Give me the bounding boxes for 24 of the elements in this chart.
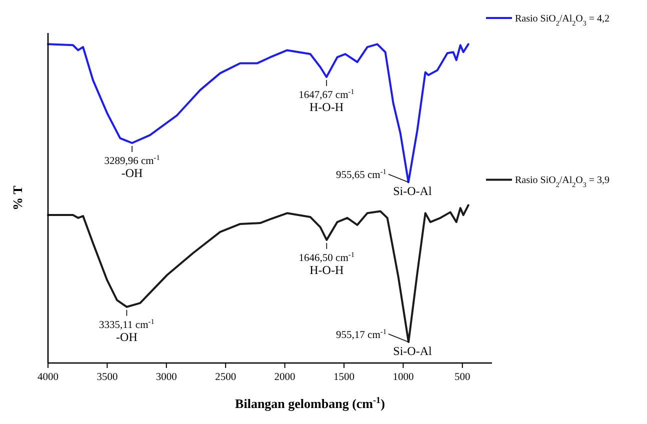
annotation: 1646,50 cm$^{-1}$ (298, 249, 355, 264)
annotation: 955,17 cm$^{-1}$ (336, 326, 387, 341)
annotation: 3335,11 cm$^{-1}$ (99, 316, 155, 331)
annotation: H-O-H (310, 262, 344, 277)
legend-label: Rasio SiO$_{2}$/Al$_{2}$O$_{3}$ = 3,9 (515, 175, 610, 190)
annotation: H-O-H (310, 100, 344, 114)
x-tick-label: 1000 (392, 372, 414, 383)
x-tick-label: 2000 (274, 372, 296, 383)
x-tick-label: 2500 (215, 372, 236, 383)
x-tick-label: 3500 (96, 372, 118, 383)
annotation: -OH (121, 166, 144, 180)
y-axis-title: % T (10, 185, 25, 210)
x-tick-label: 3000 (156, 372, 177, 383)
x-tick-label: 4000 (38, 372, 58, 383)
x-tick-label: 500 (454, 372, 470, 383)
annotation: Si-O-Al (393, 344, 433, 358)
annotation: 955,65 cm$^{-1}$ (336, 166, 387, 182)
annotation: -OH (116, 330, 138, 344)
legend-label: Rasio SiO$_{2}$/Al$_{2}$O$_{3}$ = 4,2 (515, 14, 610, 28)
annotation: Si-O-Al (393, 184, 432, 198)
annotation: 3289,96 cm$^{-1}$ (104, 152, 160, 167)
annotation: 1647,67 cm$^{-1}$ (298, 86, 355, 101)
x-axis-title: Bilangan gelombang (cm$^{-1}$) (235, 395, 385, 411)
x-tick-label: 1500 (334, 372, 354, 383)
